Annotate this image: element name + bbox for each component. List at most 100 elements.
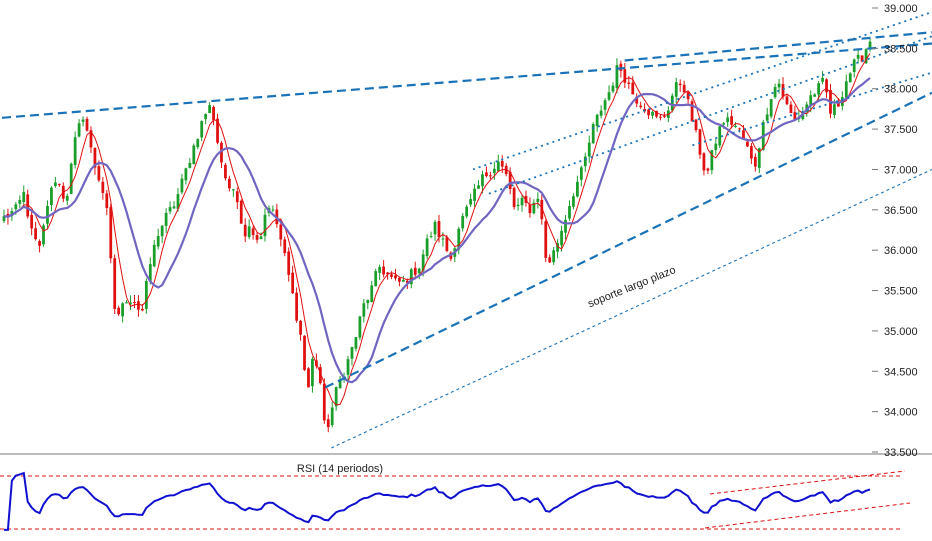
candle-body <box>627 82 631 84</box>
candle-body <box>334 387 338 407</box>
y-tick-label: 34.000 <box>884 407 918 419</box>
candle-body <box>864 49 868 64</box>
moving-average-slow <box>3 77 871 384</box>
candle-body <box>89 130 93 148</box>
rsi-line <box>4 471 871 531</box>
candle-body <box>263 214 267 237</box>
candle-body <box>184 168 188 181</box>
candle-body <box>500 160 504 167</box>
candle-body <box>192 145 196 164</box>
candle-body <box>326 419 330 428</box>
candle-body <box>160 225 164 237</box>
candle-body <box>481 174 484 187</box>
candle-body <box>860 55 864 62</box>
candle-body <box>734 126 737 128</box>
candle-body <box>473 188 476 201</box>
candle-body <box>769 99 773 117</box>
candle-body <box>765 114 769 121</box>
candle-body <box>109 207 113 259</box>
candle-body <box>856 54 860 59</box>
candle-body <box>639 105 643 108</box>
candle-body <box>718 126 722 146</box>
candle-body <box>152 244 156 267</box>
candle-body <box>93 147 97 168</box>
candle-body <box>670 95 674 111</box>
candle-body <box>461 216 465 229</box>
price-panel <box>1 11 932 449</box>
candle-body <box>346 359 350 375</box>
candle-body <box>508 171 512 190</box>
candle-body <box>259 236 263 240</box>
candle-body <box>757 148 761 168</box>
candle-body <box>85 118 89 131</box>
candle-body <box>394 275 397 279</box>
candle-body <box>611 85 615 92</box>
candle-body <box>2 216 6 221</box>
candle-body <box>465 206 469 217</box>
candle-body <box>18 200 22 204</box>
candle-body <box>148 264 152 282</box>
candle-body <box>492 168 496 174</box>
candle-body <box>532 202 536 214</box>
rsi-title: RSI (14 periodos) <box>297 463 383 475</box>
candle-body <box>587 142 591 157</box>
candle-body <box>378 266 382 273</box>
candle-body <box>65 195 69 201</box>
candle-body <box>457 228 461 250</box>
candle-body <box>330 407 334 426</box>
candle-body <box>421 254 425 271</box>
candle-body <box>837 103 840 107</box>
long-term-support-trendline <box>331 168 932 449</box>
candle-body <box>105 193 109 209</box>
candle-body <box>678 83 682 86</box>
candle-body <box>417 268 421 274</box>
rsi-panel <box>0 470 911 531</box>
y-tick-label: 39.000 <box>884 3 918 15</box>
candle-body <box>224 164 227 179</box>
candle-body <box>243 224 247 237</box>
candle-body <box>817 83 820 95</box>
candle-body <box>698 129 702 155</box>
candle-body <box>291 272 295 294</box>
short-term-support-trendline <box>324 91 932 389</box>
candle-body <box>34 228 37 240</box>
candle-body <box>607 92 611 100</box>
candle-body <box>663 115 666 117</box>
candle-body <box>504 165 508 175</box>
candle-body <box>235 191 239 203</box>
candle-body <box>694 119 698 131</box>
candle-body <box>366 299 370 304</box>
y-tick-label: 33.500 <box>884 447 918 459</box>
candle-body <box>599 110 603 116</box>
channel-top-dashed-line <box>624 31 932 62</box>
candle-body <box>255 235 259 240</box>
candle-body <box>231 189 235 191</box>
candle-body <box>785 96 789 105</box>
candle-body <box>516 204 520 207</box>
candle-body <box>54 182 57 187</box>
candle-body <box>386 272 389 275</box>
candle-body <box>690 101 694 122</box>
candle-body <box>568 205 571 219</box>
candle-body <box>283 239 287 254</box>
candle-body <box>77 123 81 137</box>
candle-body <box>390 274 393 277</box>
candle-body <box>101 181 105 193</box>
candle-body <box>746 141 749 147</box>
candle-body <box>287 251 291 275</box>
candle-body <box>576 181 579 197</box>
candle-body <box>647 109 650 116</box>
candle-body <box>22 192 26 203</box>
candle-body <box>520 197 524 206</box>
candle-body <box>844 81 848 98</box>
candle-body <box>46 206 49 224</box>
candle-body <box>402 279 405 282</box>
candle-body <box>425 238 429 257</box>
candle-body <box>188 162 192 168</box>
candle-body <box>382 266 385 275</box>
candle-body <box>579 167 583 180</box>
candle-body <box>572 196 575 207</box>
candle-body <box>706 168 710 171</box>
candle-body <box>730 116 733 125</box>
candle-body <box>413 267 417 275</box>
